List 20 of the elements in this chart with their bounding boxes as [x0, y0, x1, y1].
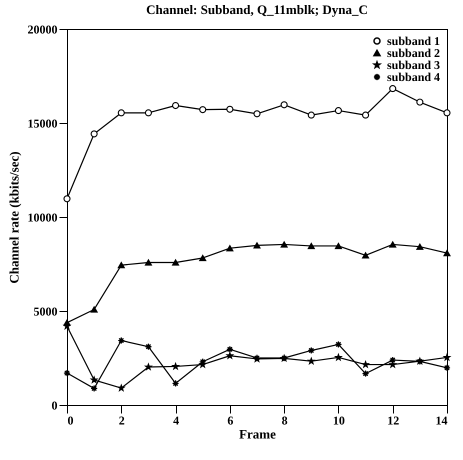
y-tick-label: 20000 — [28, 22, 58, 36]
legend-label: subband 4 — [387, 70, 440, 84]
legend-label: subband 2 — [387, 46, 440, 60]
x-tick-label: 0 — [68, 414, 74, 428]
x-tick-label: 8 — [282, 414, 288, 428]
x-tick-label: 6 — [227, 414, 234, 428]
legend-label: subband 1 — [387, 34, 440, 48]
y-tick-label: 15000 — [28, 116, 58, 130]
y-tick-label: 0 — [52, 398, 58, 412]
x-axis-title: Frame — [239, 426, 276, 442]
chart-title: Channel: Subband, Q_11mblk; Dyna_C — [146, 2, 368, 17]
x-tick-label: 12 — [387, 414, 400, 428]
y-axis-title: Channel rate (kbits/sec) — [6, 151, 22, 284]
y-tick-label: 10000 — [28, 210, 58, 224]
x-tick-label: 2 — [118, 414, 125, 428]
x-tick-label: 14 — [436, 414, 448, 428]
x-tick-label: 4 — [173, 414, 180, 428]
legend-label: subband 3 — [387, 58, 440, 72]
y-tick-label: 5000 — [34, 304, 58, 318]
x-tick-label: 10 — [332, 414, 345, 428]
